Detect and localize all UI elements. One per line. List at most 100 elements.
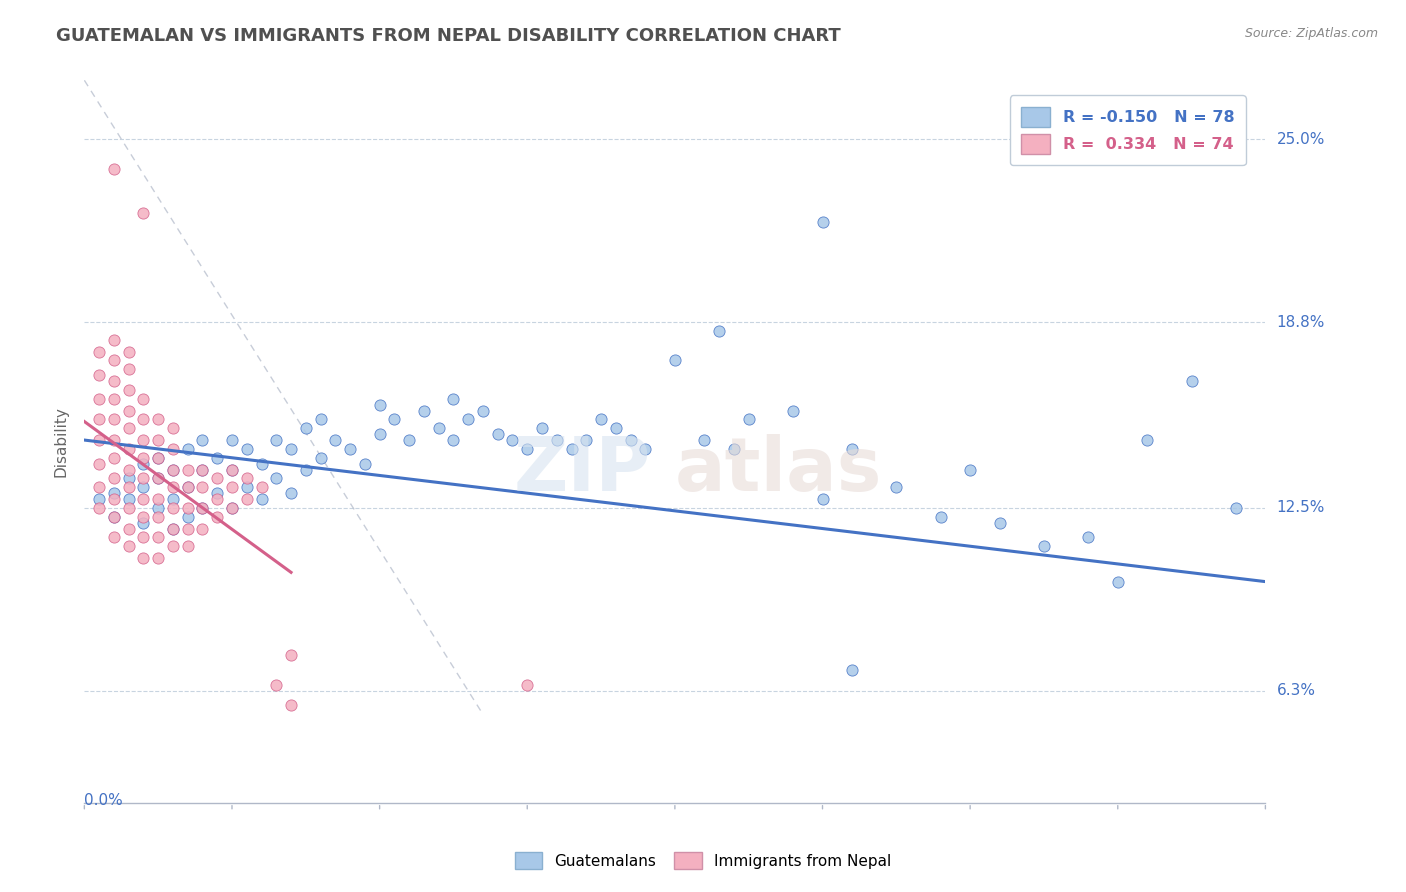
Point — [87, 500, 111, 515]
Point — [250, 480, 273, 494]
Point — [280, 698, 302, 713]
Point — [811, 491, 834, 506]
Point — [177, 480, 200, 494]
Point — [295, 421, 318, 435]
Point — [191, 433, 214, 447]
Point — [221, 0, 243, 13]
Point — [87, 433, 111, 447]
Point — [132, 530, 155, 544]
Point — [1225, 500, 1247, 515]
Point — [591, 412, 613, 426]
Point — [148, 509, 170, 524]
Point — [148, 500, 170, 515]
Point — [177, 500, 200, 515]
Point — [207, 491, 229, 506]
Point — [132, 516, 155, 530]
Point — [118, 480, 141, 494]
Point — [266, 471, 288, 485]
Point — [87, 344, 111, 359]
Legend: R = -0.150   N = 78, R =  0.334   N = 74: R = -0.150 N = 78, R = 0.334 N = 74 — [1010, 95, 1246, 165]
Point — [103, 374, 125, 388]
Point — [132, 551, 155, 566]
Point — [929, 509, 952, 524]
Point — [1033, 539, 1056, 553]
Point — [191, 480, 214, 494]
Point — [693, 433, 716, 447]
Point — [250, 491, 273, 506]
Point — [738, 412, 761, 426]
Point — [132, 412, 155, 426]
Point — [103, 471, 125, 485]
Point — [118, 442, 141, 456]
Text: GUATEMALAN VS IMMIGRANTS FROM NEPAL DISABILITY CORRELATION CHART: GUATEMALAN VS IMMIGRANTS FROM NEPAL DISA… — [56, 27, 841, 45]
Point — [118, 421, 141, 435]
Point — [118, 471, 141, 485]
Point — [118, 344, 141, 359]
Point — [339, 442, 361, 456]
Point — [148, 471, 170, 485]
Point — [620, 433, 643, 447]
Point — [841, 663, 863, 677]
Point — [486, 427, 509, 442]
Point — [546, 433, 568, 447]
Point — [148, 530, 170, 544]
Point — [132, 457, 155, 471]
Point — [1107, 574, 1129, 589]
Point — [266, 433, 288, 447]
Point — [575, 433, 598, 447]
Text: 12.5%: 12.5% — [1277, 500, 1324, 516]
Point — [309, 450, 332, 465]
Point — [118, 522, 141, 536]
Point — [886, 480, 908, 494]
Point — [382, 412, 406, 426]
Point — [250, 457, 273, 471]
Legend: Guatemalans, Immigrants from Nepal: Guatemalans, Immigrants from Nepal — [509, 846, 897, 875]
Point — [177, 539, 200, 553]
Point — [132, 433, 155, 447]
Point — [103, 412, 125, 426]
Point — [87, 412, 111, 426]
Point — [103, 509, 125, 524]
Point — [162, 462, 184, 476]
Point — [87, 392, 111, 406]
Point — [561, 442, 583, 456]
Point — [162, 491, 184, 506]
Point — [162, 462, 184, 476]
Point — [148, 412, 170, 426]
Point — [103, 392, 125, 406]
Point — [368, 427, 391, 442]
Point — [103, 353, 125, 368]
Point — [103, 486, 125, 500]
Point — [148, 450, 170, 465]
Point — [709, 324, 731, 338]
Point — [148, 433, 170, 447]
Point — [162, 522, 184, 536]
Point — [132, 480, 155, 494]
Point — [177, 462, 200, 476]
Point — [236, 480, 259, 494]
Point — [266, 678, 288, 692]
Point — [191, 500, 214, 515]
Point — [354, 457, 377, 471]
Point — [368, 398, 391, 412]
Point — [191, 462, 214, 476]
Point — [280, 442, 302, 456]
Point — [413, 403, 436, 417]
Point — [634, 442, 657, 456]
Point — [118, 383, 141, 397]
Point — [87, 480, 111, 494]
Point — [723, 442, 745, 456]
Text: 6.3%: 6.3% — [1277, 683, 1316, 698]
Point — [605, 421, 627, 435]
Point — [309, 412, 332, 426]
Text: 25.0%: 25.0% — [1277, 132, 1324, 147]
Point — [103, 530, 125, 544]
Point — [87, 457, 111, 471]
Point — [118, 539, 141, 553]
Point — [87, 491, 111, 506]
Point — [841, 442, 863, 456]
Point — [132, 471, 155, 485]
Text: ZIP: ZIP — [515, 434, 651, 507]
Point — [1136, 433, 1159, 447]
Point — [280, 486, 302, 500]
